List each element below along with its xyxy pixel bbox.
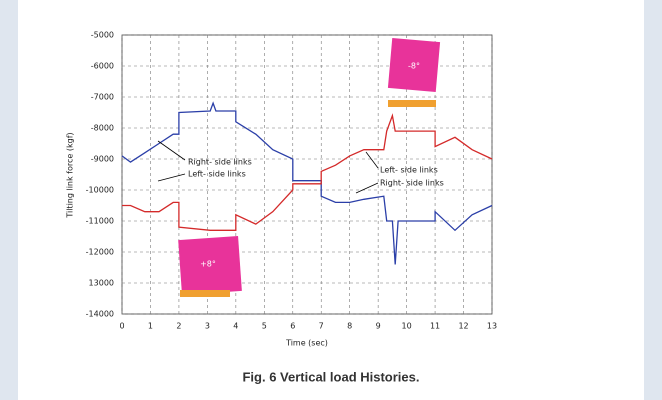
annotation: Right- side links (188, 158, 252, 167)
x-tick-label: 2 (176, 322, 181, 331)
base (388, 100, 436, 107)
caption: Fig. 6 Vertical load Histories. (242, 369, 419, 384)
y-tick-label: -7000 (91, 93, 114, 102)
x-tick-label: 12 (458, 322, 468, 331)
annotation: Left- side links (188, 170, 246, 179)
y-axis-label: Tilting link force (kgf) (66, 132, 75, 218)
x-tick-label: 9 (376, 322, 381, 331)
y-tick-label: -12000 (86, 248, 114, 257)
y-tick-label: 13000 (89, 279, 114, 288)
y-tick-label: -11000 (86, 217, 114, 226)
arrows (158, 141, 378, 193)
annotation: Right- side links (380, 179, 444, 188)
y-tick-label: -14000 (86, 310, 114, 319)
y-tick-label: -10000 (86, 186, 114, 195)
base (180, 290, 230, 297)
x-tick-label: 0 (119, 322, 124, 331)
x-tick-label: 4 (233, 322, 238, 331)
y-tick-label: -5000 (91, 31, 114, 40)
x-tick-label: 3 (205, 322, 210, 331)
y-tick-label: -8000 (91, 124, 114, 133)
y-tick-label: -9000 (91, 155, 114, 164)
annotation: Left- side links (380, 166, 438, 175)
x-tick-label: 5 (262, 322, 267, 331)
x-tick-label: 1 (148, 322, 153, 331)
chart: Tilting link force (kgf) Time (sec) Fig.… (0, 0, 662, 400)
x-tick-label: 6 (290, 322, 295, 331)
tilt-label: -8° (408, 62, 420, 71)
x-tick-label: 13 (487, 322, 497, 331)
x-tick-label: 8 (347, 322, 352, 331)
x-tick-label: 7 (319, 322, 324, 331)
y-tick-label: -6000 (91, 62, 114, 71)
x-axis-label: Time (sec) (285, 339, 328, 348)
page: {"chart_data": {"type": "line", "ylabel"… (0, 0, 662, 400)
x-tick-label: 10 (402, 322, 412, 331)
x-tick-label: 11 (430, 322, 440, 331)
tilt-label: +8° (200, 260, 216, 269)
